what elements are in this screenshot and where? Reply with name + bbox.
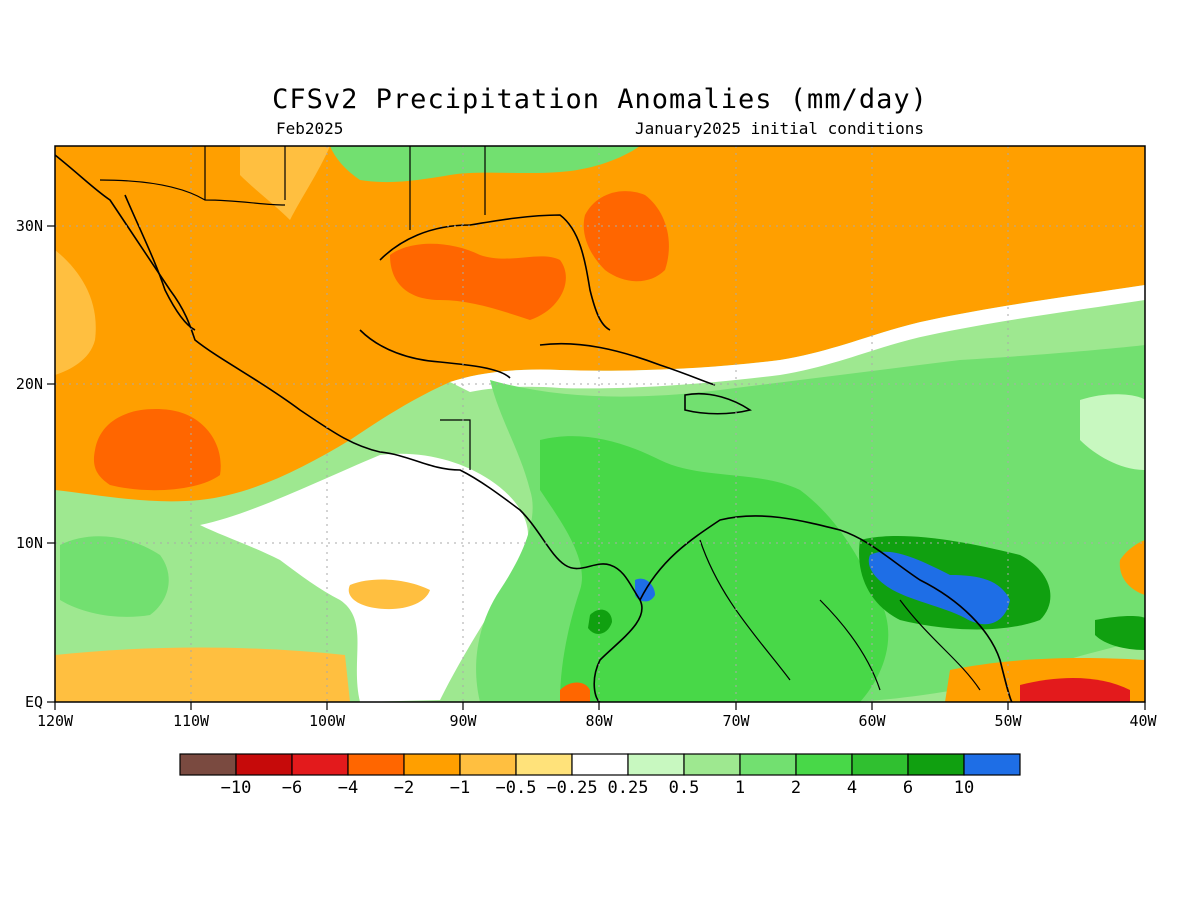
dry-spot-east [1119,540,1145,595]
wet-core-pacific-colombia [588,609,612,634]
wet-max-guiana [868,551,1010,625]
lon-label: 70W [722,712,750,730]
colorbar-label: 2 [791,778,801,798]
dry-strip-south [55,647,350,702]
map-frame [54,145,1146,703]
colorbar-label: 0.5 [669,778,700,798]
latitude-labels: 30N 20N 10N EQ [16,217,43,711]
lat-label: 20N [16,375,43,393]
colorbar [179,753,1021,776]
dry-core-gulf [390,243,566,320]
anomaly-field [55,146,1145,702]
lat-label: 30N [16,217,43,235]
lon-label: 100W [309,712,346,730]
map-title: CFSv2 Precipitation Anomalies (mm/day) [272,84,928,115]
wet-light-atlantic [1080,394,1145,470]
colorbar-label: −2 [394,778,414,798]
dry-spot-pacific [348,579,430,610]
colorbar-label: −0.25 [546,778,597,798]
lon-label: 120W [37,712,74,730]
lon-label: 50W [994,712,1022,730]
dry-spot-ecuador [560,682,590,702]
colorbar-swatch [851,753,909,776]
axis-ticks [47,225,1146,710]
colorbar-label: −1 [450,778,470,798]
lat-label: 10N [16,534,43,552]
colorbar-label: −10 [221,778,252,798]
country-borders [99,146,981,691]
transition-band-east [450,285,1145,392]
colorbar-swatch [235,753,293,776]
colorbar-swatch [459,753,517,776]
colorbar-label: 4 [847,778,857,798]
colorbar-swatch [291,753,349,776]
lon-label: 80W [585,712,613,730]
lon-label: 110W [173,712,210,730]
colorbar-swatch [515,753,573,776]
colorbar-label: 0.25 [608,778,649,798]
colorbar-swatch [179,753,237,776]
lon-label: 60W [858,712,886,730]
colorbar-swatch [795,753,853,776]
wet-core-south-america [540,436,889,702]
wet-core-atlantic-equator [1095,615,1145,650]
lat-label: EQ [25,693,43,711]
colorbar-label: −4 [338,778,358,798]
colorbar-swatch [683,753,741,776]
colorbar-label: 1 [735,778,745,798]
colorbar-swatch [627,753,685,776]
colorbar-swatch [571,753,629,776]
longitude-labels: 120W 110W 100W 90W 80W 70W 60W 50W 40W [37,712,1158,730]
colorbar-label: −6 [282,778,302,798]
dry-core-pacific [93,409,221,491]
grid-lines [55,146,1145,702]
colorbar-swatch [347,753,405,776]
colorbar-label: 10 [954,778,974,798]
initial-conditions-label: January2025 initial conditions [635,119,924,138]
colorbar-swatch [403,753,461,776]
colorbar-swatch [739,753,797,776]
dry-core-southeast [1020,678,1130,702]
colorbar-label: −0.5 [496,778,537,798]
colorbar-swatch [963,753,1021,776]
dry-core-atlantic [583,191,669,282]
lon-label: 40W [1129,712,1157,730]
dry-fringe-west [55,250,96,375]
lon-label: 90W [449,712,477,730]
colorbar-label: 6 [903,778,913,798]
neutral-area-pacific [200,453,529,702]
colorbar-swatch [907,753,965,776]
wet-patch-pacific [60,536,169,617]
coastlines [55,154,1013,702]
forecast-month: Feb2025 [276,119,344,138]
colorbar-labels: −10 −6 −4 −2 −1 −0.5 −0.25 0.25 0.5 1 2 4 6 10 [221,778,975,798]
